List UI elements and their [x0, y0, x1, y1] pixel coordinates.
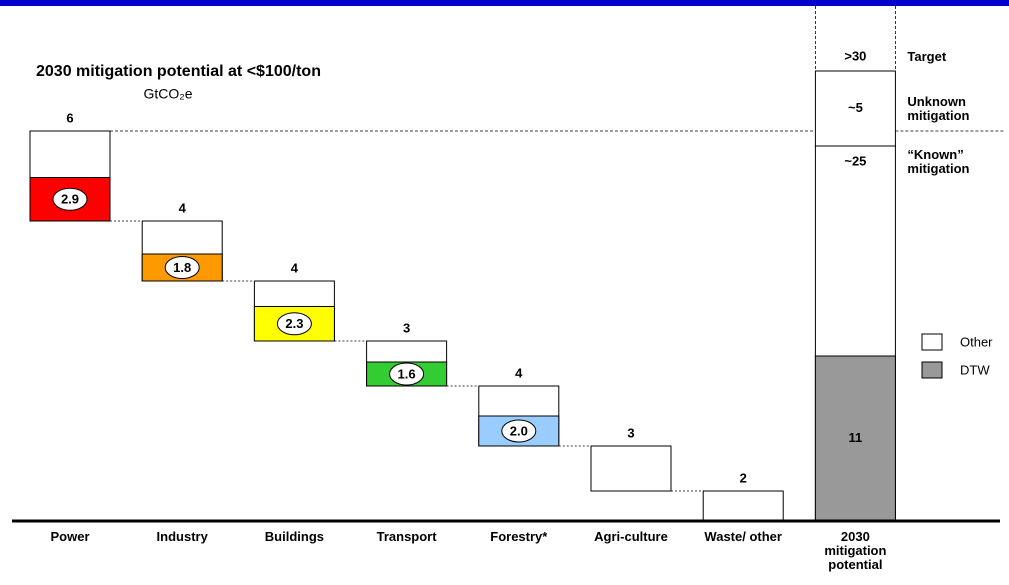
total-label: 4 — [515, 365, 523, 380]
bar — [702, 490, 784, 522]
x-tick-label: Transport — [376, 529, 437, 544]
x-tick-label: Agri-culture — [594, 529, 668, 544]
dtw-label: 1.8 — [173, 260, 191, 275]
label-badge — [164, 256, 200, 279]
label-badge — [276, 312, 312, 336]
side-label: Unknown mitigation — [907, 93, 970, 123]
x-tick-label: Waste/ other — [704, 529, 782, 544]
x-tick-label: Forestry* — [490, 529, 548, 544]
target-label: >30 — [844, 48, 866, 63]
dtw-label: 2.3 — [285, 316, 303, 331]
dtw-segment — [814, 355, 896, 522]
dtw-label: 2.0 — [510, 423, 528, 438]
label-badge — [389, 362, 425, 386]
legend-swatch — [921, 333, 943, 351]
total-label: 3 — [627, 425, 634, 440]
chart-title: 2030 mitigation potential at <$100/ton — [36, 63, 321, 80]
x-tick-label: Industry — [156, 529, 208, 544]
label-badge — [501, 419, 537, 443]
total-label: 2 — [740, 470, 747, 485]
legend-label: Other — [960, 334, 993, 349]
unknown-segment — [814, 70, 896, 147]
x-tick-label: 2030 mitigation potential — [824, 529, 887, 572]
side-label: “Known” mitigation — [907, 147, 970, 176]
x-tick-label: Power — [50, 529, 90, 544]
total-label: 4 — [179, 200, 187, 215]
x-tick-label: Buildings — [264, 529, 324, 544]
total-label: 4 — [291, 260, 299, 275]
label-badge — [52, 187, 88, 211]
legend-swatch — [921, 361, 943, 379]
dtw-label: 2.9 — [61, 192, 79, 207]
side-label: Target — [907, 49, 947, 64]
chart-subtitle: GtCO₂e — [144, 86, 193, 102]
unknown-label: ~5 — [848, 100, 863, 115]
dtw-label: 1.6 — [398, 366, 416, 381]
known-label: ~25 — [844, 153, 866, 168]
total-label: 6 — [66, 110, 73, 125]
legend-label: DTW — [960, 362, 990, 377]
dtw-total-label: 11 — [849, 430, 863, 445]
bar — [590, 445, 672, 492]
top-bar — [0, 0, 1009, 6]
total-label: 3 — [403, 320, 410, 335]
